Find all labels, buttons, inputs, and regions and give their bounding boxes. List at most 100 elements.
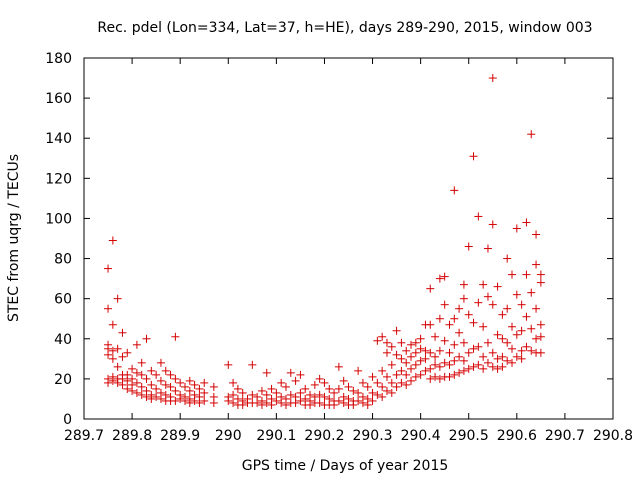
data-point bbox=[498, 334, 507, 343]
data-point bbox=[320, 392, 329, 401]
data-point bbox=[387, 378, 396, 387]
data-point bbox=[469, 318, 478, 327]
data-point bbox=[330, 388, 339, 397]
data-point bbox=[488, 348, 497, 357]
data-point bbox=[459, 280, 468, 289]
data-point bbox=[479, 280, 488, 289]
data-point bbox=[464, 348, 473, 357]
data-point bbox=[161, 380, 170, 389]
data-point bbox=[483, 358, 492, 367]
data-point bbox=[147, 394, 156, 403]
data-point bbox=[450, 356, 459, 365]
data-point bbox=[147, 380, 156, 389]
data-point bbox=[503, 254, 512, 263]
data-point bbox=[224, 396, 233, 405]
data-point bbox=[445, 348, 454, 357]
data-point bbox=[368, 396, 377, 405]
data-point bbox=[156, 394, 165, 403]
data-point bbox=[152, 384, 161, 393]
y-tick-label: 60 bbox=[54, 292, 72, 308]
data-point bbox=[536, 348, 545, 357]
data-point bbox=[435, 362, 444, 371]
chart-title: Rec. pdel (Lon=334, Lat=37, h=HE), days … bbox=[97, 20, 592, 36]
data-point bbox=[498, 352, 507, 361]
data-point bbox=[402, 370, 411, 379]
data-point bbox=[190, 380, 199, 389]
data-point bbox=[113, 362, 122, 371]
y-tick-label: 100 bbox=[45, 211, 72, 227]
y-axis: 0 20 40 60 80 100 120 140 160 180 bbox=[45, 51, 613, 428]
data-point bbox=[315, 374, 324, 383]
data-point bbox=[474, 298, 483, 307]
data-point bbox=[291, 398, 300, 407]
data-point bbox=[108, 236, 117, 245]
data-point bbox=[479, 364, 488, 373]
y-tick-label: 0 bbox=[63, 412, 72, 428]
y-tick-label: 140 bbox=[45, 131, 72, 147]
data-point bbox=[483, 244, 492, 253]
data-point bbox=[474, 342, 483, 351]
data-point bbox=[334, 384, 343, 393]
data-point bbox=[479, 352, 488, 361]
data-point bbox=[517, 354, 526, 363]
data-point bbox=[166, 370, 175, 379]
data-point bbox=[407, 352, 416, 361]
data-point bbox=[431, 332, 440, 341]
data-point bbox=[517, 326, 526, 335]
data-point bbox=[262, 368, 271, 377]
data-point bbox=[508, 344, 517, 353]
data-point bbox=[128, 364, 137, 373]
data-point bbox=[137, 370, 146, 379]
data-point bbox=[238, 400, 247, 409]
data-point bbox=[503, 356, 512, 365]
data-point bbox=[108, 354, 117, 363]
data-point bbox=[358, 378, 367, 387]
x-tick-label: 290.3 bbox=[352, 428, 392, 444]
data-point bbox=[411, 372, 420, 381]
data-point bbox=[147, 366, 156, 375]
data-point bbox=[387, 388, 396, 397]
x-tick-label: 290.4 bbox=[401, 428, 441, 444]
data-point bbox=[123, 376, 132, 385]
data-point bbox=[407, 340, 416, 349]
data-point bbox=[368, 372, 377, 381]
data-point bbox=[320, 378, 329, 387]
data-point bbox=[455, 368, 464, 377]
data-point bbox=[416, 334, 425, 343]
data-point bbox=[411, 348, 420, 357]
data-point bbox=[416, 356, 425, 365]
x-tick-label: 289.8 bbox=[112, 428, 152, 444]
data-point bbox=[522, 270, 531, 279]
data-point bbox=[152, 392, 161, 401]
plot-frame bbox=[83, 57, 614, 420]
data-point bbox=[536, 278, 545, 287]
data-point bbox=[445, 360, 454, 369]
data-point bbox=[137, 382, 146, 391]
data-point bbox=[272, 396, 281, 405]
data-point bbox=[229, 390, 238, 399]
data-point bbox=[527, 130, 536, 139]
data-point bbox=[387, 342, 396, 351]
data-point bbox=[229, 378, 238, 387]
data-point bbox=[113, 294, 122, 303]
data-point bbox=[104, 350, 113, 359]
data-point bbox=[445, 372, 454, 381]
data-point bbox=[464, 364, 473, 373]
data-point bbox=[527, 346, 536, 355]
data-point bbox=[108, 320, 117, 329]
data-point bbox=[291, 376, 300, 385]
data-point bbox=[373, 390, 382, 399]
data-point bbox=[296, 388, 305, 397]
data-point bbox=[132, 368, 141, 377]
data-point bbox=[344, 382, 353, 391]
data-point bbox=[426, 364, 435, 373]
data-point bbox=[392, 350, 401, 359]
data-point bbox=[512, 352, 521, 361]
data-point bbox=[118, 352, 127, 361]
data-point bbox=[123, 348, 132, 357]
data-point bbox=[200, 388, 209, 397]
data-point bbox=[536, 332, 545, 341]
data-point bbox=[483, 338, 492, 347]
data-point bbox=[156, 376, 165, 385]
